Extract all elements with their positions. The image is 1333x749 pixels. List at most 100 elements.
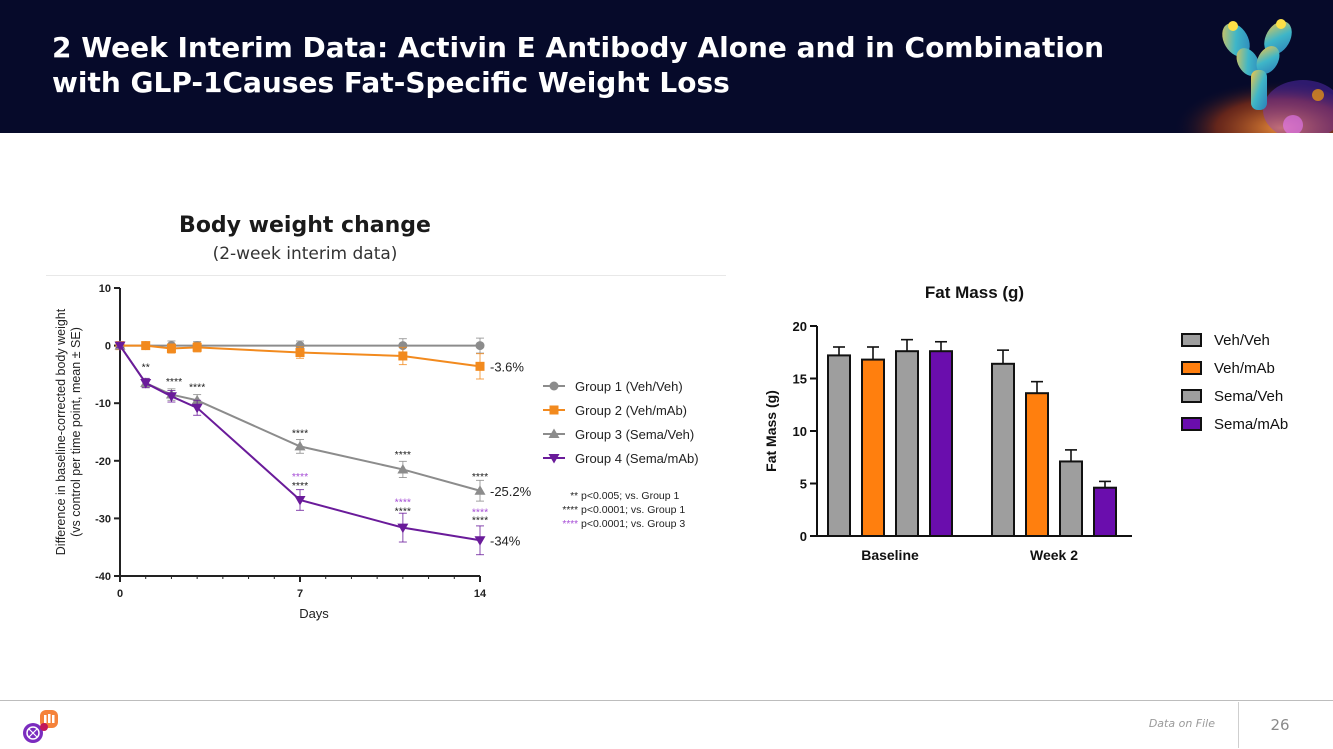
- y-tick-label: 15: [793, 372, 807, 387]
- data-point: [474, 536, 486, 546]
- significance-marker: ****: [395, 497, 411, 509]
- significance-key-stars: **: [570, 491, 578, 502]
- data-point: [191, 403, 203, 414]
- y-tick-label: 0: [800, 529, 807, 544]
- category-label: Baseline: [861, 547, 919, 563]
- bar-veh-mab-baseline: [861, 358, 885, 537]
- significance-marker: ****: [472, 471, 488, 483]
- legend-label: Sema/mAb: [1214, 416, 1288, 433]
- y-tick-label: 0: [105, 341, 111, 353]
- fat-mass-chart-svg: Fat Mass (g) Fat Mass (g) 0 5 10 15 20 Baseline…: [763, 283, 1288, 563]
- y-tick-label: 20: [793, 319, 807, 334]
- significance-key-stars: ****: [562, 519, 578, 530]
- legend-swatch: [1181, 333, 1202, 347]
- data-point: [397, 523, 409, 534]
- body-weight-chart-svg: 10 0 -10 -20 -30 -40 0 7 14 Days Difference in bas…: [54, 283, 699, 621]
- body-weight-chart: 10 0 -10 -20 -30 -40 0 7 14 Days Difference in bas…: [46, 275, 726, 636]
- page-number: 26: [1270, 716, 1290, 734]
- category-label: Week 2: [1030, 547, 1078, 563]
- significance-key-text: p<0.0001; vs. Group 1: [581, 504, 685, 516]
- significance-key-stars: ****: [562, 505, 578, 516]
- x-axis-label: Days: [299, 606, 329, 621]
- legend-label: Group 1 (Veh/Veh): [575, 379, 683, 394]
- legend-marker: [549, 405, 559, 415]
- bar-veh-veh-baseline: [827, 354, 851, 538]
- significance-key-text: p<0.0001; vs. Group 3: [581, 518, 685, 530]
- y-tick-label: 10: [99, 283, 111, 295]
- y-tick-label: -10: [95, 398, 111, 410]
- company-logo-icon: [23, 710, 58, 743]
- chart1-title: Body weight change: [179, 213, 431, 238]
- legend-label: Group 2 (Veh/mAb): [575, 403, 687, 418]
- y-tick-label: 5: [800, 477, 807, 492]
- legend-label: Group 4 (Sema/mAb): [575, 451, 699, 466]
- bar-veh-veh-week-2: [991, 362, 1015, 537]
- bar-sema-veh-baseline: [895, 350, 919, 537]
- data-point: [295, 348, 305, 358]
- bar-sema-mab-baseline: [929, 350, 953, 537]
- bar-veh-mab-week-2: [1025, 392, 1049, 537]
- data-point: [475, 361, 485, 371]
- y-tick-label: -30: [95, 513, 111, 525]
- y-tick-label: -20: [95, 456, 111, 468]
- significance-marker: ****: [292, 480, 308, 492]
- x-tick-label: 7: [297, 588, 303, 600]
- legend-swatch: [1181, 389, 1202, 403]
- end-value-label: -34%: [490, 533, 521, 548]
- data-point: [114, 341, 126, 352]
- data-point: [295, 341, 305, 351]
- legend-label: Veh/Veh: [1214, 332, 1270, 349]
- data-point: [192, 342, 202, 352]
- series-line-3: [119, 345, 481, 492]
- significance-marker: ****: [395, 449, 411, 461]
- footer-vertical-divider: [1238, 702, 1239, 748]
- significance-marker: ****: [472, 507, 488, 519]
- data-point: [294, 495, 306, 506]
- legend-swatch: [1181, 417, 1202, 431]
- data-point: [398, 341, 408, 351]
- significance-marker: ****: [292, 428, 308, 440]
- antibody-illustration-icon: [1173, 19, 1333, 133]
- legend-label: Veh/mAb: [1214, 360, 1275, 377]
- legend-swatch: [1181, 361, 1202, 375]
- data-point: [165, 392, 177, 402]
- slide-title: 2 Week Interim Data: Activin E Antibody …: [52, 31, 1105, 99]
- fat-mass-y-axis-label: Fat Mass (g): [763, 390, 779, 472]
- significance-marker: ****: [166, 376, 182, 388]
- legend-marker: [548, 428, 560, 438]
- footer-note: Data on File: [1148, 717, 1215, 730]
- x-tick-label: 0: [117, 588, 123, 600]
- fat-mass-chart-title: Fat Mass (g): [925, 283, 1024, 302]
- header-banner: 2 Week Interim Data: Activin E Antibody …: [0, 0, 1333, 133]
- significance-marker: ****: [189, 382, 205, 394]
- data-point: [397, 463, 409, 474]
- significance-marker: **: [142, 361, 150, 373]
- y-tick-label: -40: [95, 571, 111, 583]
- y-axis-label-line: (vs control per time point, mean ± SE): [69, 327, 83, 537]
- data-point: [191, 394, 203, 405]
- data-point: [140, 379, 152, 389]
- legend-label: Group 3 (Sema/Veh): [575, 427, 694, 442]
- significance-marker: ****: [292, 471, 308, 483]
- significance-key-text: p<0.005; vs. Group 1: [581, 490, 680, 502]
- significance-marker: ****: [472, 515, 488, 527]
- y-tick-label: 10: [793, 424, 807, 439]
- data-point: [294, 440, 306, 451]
- significance-marker: ****: [395, 505, 411, 517]
- data-point: [141, 341, 151, 351]
- bar-sema-mab-week-2: [1093, 486, 1117, 537]
- bar-sema-veh-week-2: [1059, 460, 1083, 537]
- end-value-label: -3.6%: [490, 359, 524, 374]
- y-axis-label-line: Difference in baseline-corrected body we…: [54, 308, 68, 555]
- footer-divider-line: [0, 700, 1333, 701]
- data-point: [475, 341, 485, 351]
- x-tick-label: 14: [474, 588, 487, 600]
- data-point: [398, 351, 408, 361]
- y-axis-label: Difference in baseline-corrected body we…: [54, 308, 83, 555]
- legend-marker: [548, 454, 560, 464]
- legend-label: Sema/Veh: [1214, 388, 1283, 405]
- data-point: [474, 485, 486, 495]
- legend-marker: [549, 381, 559, 391]
- chart1-subtitle: (2-week interim data): [212, 244, 398, 264]
- end-value-label: -25.2%: [490, 484, 532, 499]
